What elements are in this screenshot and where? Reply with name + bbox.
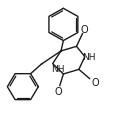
Text: O: O: [91, 78, 99, 88]
Text: NH: NH: [51, 65, 64, 74]
Text: NH: NH: [82, 53, 96, 62]
Text: O: O: [80, 25, 88, 35]
Text: O: O: [54, 87, 62, 97]
